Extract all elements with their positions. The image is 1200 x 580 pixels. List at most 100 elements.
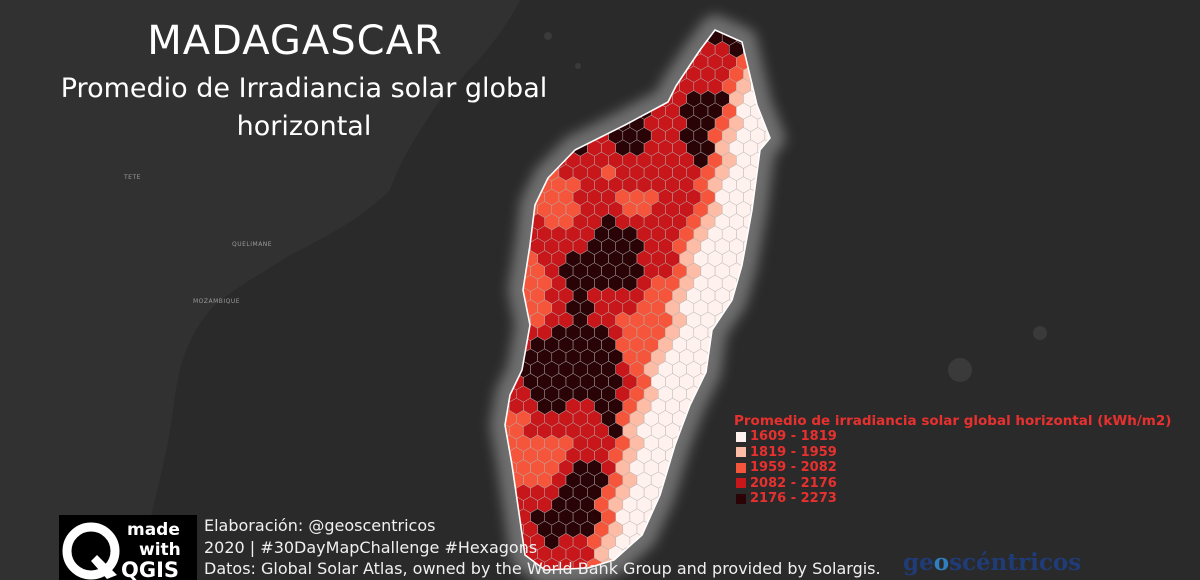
hexagon-cell xyxy=(707,397,723,415)
legend-label: 1609 - 1819 xyxy=(750,429,837,445)
legend: Promedio de irradiancia solar global hor… xyxy=(734,413,1171,507)
hexagon-cell xyxy=(523,151,538,169)
label-quelimane: QUELIMANE xyxy=(232,241,273,248)
legend-label: 1819 - 1959 xyxy=(750,444,837,460)
hexagon-cell xyxy=(736,324,751,341)
hexagon-cell xyxy=(636,53,652,71)
geoscentricos-logo: geoscéntricos xyxy=(903,549,1081,576)
africa-coast xyxy=(0,0,520,580)
hexagon-cell xyxy=(707,422,723,440)
legend-title: Promedio de irradiancia solar global hor… xyxy=(734,413,1172,429)
hexagon-cell xyxy=(764,274,770,292)
badge-with: with xyxy=(139,540,181,560)
hexagon-cell xyxy=(764,299,770,317)
hexagon-cell xyxy=(750,299,766,317)
hexagon-cell xyxy=(707,447,723,464)
hexagon-cell xyxy=(622,53,638,71)
hexagon-cell xyxy=(729,360,744,378)
hexagon-cell xyxy=(714,483,730,501)
hexagon-cell xyxy=(672,30,687,34)
hexagon-cell xyxy=(693,447,709,464)
hexagon-cell xyxy=(772,263,786,279)
hexagon-cell xyxy=(772,189,786,205)
hexagon-cell xyxy=(700,434,716,452)
hexagon-cell xyxy=(629,65,645,83)
hexagon-cell xyxy=(736,348,751,366)
hexagon-cell xyxy=(505,299,510,317)
map-subtitle-line-2: horizontal xyxy=(236,111,372,142)
island-mauritius xyxy=(1033,326,1047,340)
hexagon-cell xyxy=(772,41,786,57)
badge-product: QGIS xyxy=(121,558,179,580)
hexagon-cell xyxy=(764,30,770,46)
madagascar-outline xyxy=(504,29,771,571)
hexagon-cell xyxy=(488,361,502,377)
hexagon-cell xyxy=(772,312,786,328)
hexagon-cell xyxy=(505,164,517,182)
hexagon-cell xyxy=(772,164,786,180)
hexagon-cell xyxy=(764,53,770,71)
hexagon-cell xyxy=(516,164,531,182)
badge-made: made xyxy=(127,520,180,540)
hexagon-cell xyxy=(700,483,716,501)
hexagon-cell xyxy=(693,496,709,514)
hexagon-cell xyxy=(772,91,786,107)
island-mayotte xyxy=(575,63,581,69)
legend-row: 1609 - 1819 xyxy=(736,429,1171,445)
hexagon-cell xyxy=(772,287,786,303)
label-tete: TETE xyxy=(124,174,141,181)
hexagon-cell xyxy=(729,336,744,354)
map-subtitle-line-1: Promedio de Irradiancia solar global xyxy=(60,73,548,104)
hexagon-cell xyxy=(636,30,652,46)
hexagon-cell xyxy=(743,360,759,378)
hexagon-cell xyxy=(757,30,770,34)
hexagon-cell xyxy=(764,250,770,268)
hexagon-cell xyxy=(665,30,680,46)
hexagon-cell xyxy=(772,66,786,82)
label-mozambique: MOZAMBIQUE xyxy=(193,298,241,305)
legend-swatch xyxy=(736,478,746,489)
hexagon-cell xyxy=(707,471,723,489)
hexagon-cell xyxy=(508,176,524,194)
island-comoros xyxy=(544,32,552,40)
hexagon-cell xyxy=(505,213,517,231)
legend-swatch xyxy=(736,462,746,473)
hexagon-cell xyxy=(629,41,645,59)
legend-swatch xyxy=(736,447,746,458)
hexagon-cell xyxy=(750,348,766,366)
hexagon-cell xyxy=(505,324,510,341)
map-subtitle: Promedio de Irradiancia solar global hor… xyxy=(4,70,604,146)
hexagon-cell xyxy=(488,164,502,180)
hexagon-cell xyxy=(505,225,510,243)
hexagon-cell xyxy=(505,151,510,169)
hexagon-cell xyxy=(608,53,624,71)
hexagon-cell xyxy=(622,78,638,95)
hexagon-cell xyxy=(764,373,770,391)
hexagon-cell xyxy=(544,557,560,570)
hexagon-cell xyxy=(608,78,624,95)
qgis-logo-icon: made with QGIS xyxy=(62,520,181,580)
hexagon-cell xyxy=(615,41,631,59)
credit-challenge: 2020 | #30DayMapChallenge #Hexagons xyxy=(204,537,538,557)
hexagon-cell xyxy=(488,263,502,279)
hexagon-cell xyxy=(721,373,737,391)
hexagon-cell xyxy=(558,557,574,570)
hexagon-cell xyxy=(601,41,616,59)
hexagon-cell xyxy=(721,348,737,366)
credit-source: Datos: Global Solar Atlas, owned by the … xyxy=(204,559,881,578)
hexagon-cell xyxy=(505,274,510,292)
hexagon-cell xyxy=(488,189,502,205)
hexagon-cell xyxy=(714,385,730,403)
hexagon-cell xyxy=(488,214,502,230)
hexagon-cell xyxy=(757,262,770,280)
hexagon-cell xyxy=(750,373,766,391)
hexagon-cell xyxy=(608,30,624,46)
hexagon-cell xyxy=(743,311,759,329)
hexagon-cell xyxy=(505,176,510,194)
hexagon-cell xyxy=(622,30,638,46)
legend-swatch xyxy=(736,431,746,442)
hexagon-cell xyxy=(743,385,759,403)
hexagon-cell xyxy=(572,557,588,570)
hexagon-cell xyxy=(658,41,673,59)
